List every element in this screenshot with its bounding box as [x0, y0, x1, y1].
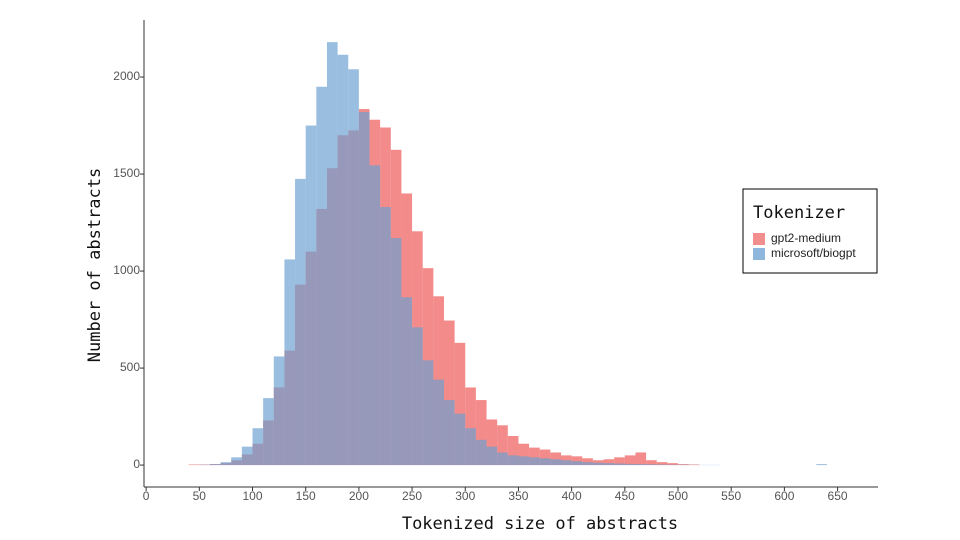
histogram-bar: [688, 464, 700, 466]
x-tick-label: 50: [193, 489, 207, 503]
x-tick-label: 650: [828, 489, 848, 503]
histogram-bar: [390, 238, 402, 466]
histogram-bar: [507, 455, 519, 466]
histogram-bar: [497, 425, 508, 466]
histogram-bar: [518, 456, 530, 466]
histogram-bar: [475, 439, 487, 466]
histogram-bar: [646, 460, 657, 466]
histogram-bar: [550, 459, 561, 466]
y-tick-label: 0: [133, 457, 140, 471]
histogram-bar: [326, 42, 338, 466]
legend-swatch: [753, 233, 765, 245]
x-tick-label: 350: [508, 489, 528, 503]
histogram-bar: [358, 111, 370, 466]
histogram-bar: [635, 452, 647, 466]
histogram-bar: [348, 69, 359, 466]
y-axis-title: Number of abstracts: [85, 168, 105, 362]
histogram-bar: [582, 458, 593, 466]
x-tick-label: 450: [615, 489, 635, 503]
histogram-bar: [592, 462, 604, 466]
histogram-bar: [646, 464, 657, 466]
histogram-bar: [539, 449, 551, 466]
histogram-bar: [433, 379, 444, 466]
x-tick-label: 200: [349, 489, 369, 503]
histogram-bar: [816, 464, 827, 466]
x-tick-label: 150: [296, 489, 316, 503]
histogram-bar: [592, 460, 604, 466]
histogram-bar: [507, 435, 519, 466]
histogram-bar: [486, 419, 498, 466]
histogram-bar: [571, 456, 583, 466]
histogram-bar: [475, 400, 487, 466]
histogram-bar: [231, 457, 242, 466]
x-tick-label: 0: [143, 489, 150, 503]
histogram-bar: [284, 259, 296, 466]
histogram-bar: [220, 462, 232, 466]
histogram-bar: [529, 457, 540, 466]
histogram-bar: [560, 460, 572, 466]
histogram-bar: [337, 54, 349, 466]
histogram-bar: [295, 178, 306, 466]
x-tick-label: 250: [402, 489, 422, 503]
histogram-bar: [443, 320, 455, 466]
histogram-bar: [603, 459, 615, 466]
legend-title: Tokenizer: [753, 203, 845, 223]
x-tick-label: 400: [562, 489, 582, 503]
legend-label: microsoft/biogpt: [771, 246, 856, 260]
histogram-bar: [465, 428, 476, 466]
histogram-bar: [518, 443, 530, 466]
y-tick-label: 500: [120, 360, 140, 374]
histogram-bar: [263, 398, 274, 466]
x-axis-title: Tokenized size of abstracts: [402, 514, 678, 534]
histogram-bar: [316, 86, 327, 466]
histogram-bar: [486, 446, 498, 466]
histogram-bar: [465, 387, 476, 466]
histogram-bar: [614, 463, 625, 466]
histogram-bar: [188, 464, 200, 466]
y-tick-label: 1500: [113, 166, 140, 180]
histogram-bar: [550, 452, 561, 466]
histogram-bar: [454, 342, 466, 466]
x-tick-label: 100: [242, 489, 262, 503]
histogram-bar: [412, 327, 423, 466]
histogram-bar: [380, 207, 391, 466]
histogram-bar: [305, 125, 317, 466]
histogram-bar: [656, 462, 668, 466]
histogram-bar: [209, 464, 221, 466]
histogram-bar: [497, 452, 508, 466]
histogram-bar: [656, 464, 668, 466]
histogram-bar: [443, 400, 455, 466]
histogram-bar: [422, 360, 434, 466]
histogram-bar: [369, 165, 381, 466]
legend-box: [742, 188, 878, 274]
histogram-bar: [678, 464, 689, 466]
x-tick-label: 600: [774, 489, 794, 503]
histogram-bar: [624, 455, 636, 466]
histogram-bar: [614, 457, 625, 466]
histogram-bar: [667, 463, 679, 466]
histogram-bar: [603, 463, 615, 466]
histogram-bar: [273, 356, 285, 466]
legend-label: gpt2-medium: [771, 231, 841, 245]
histogram-bar: [252, 428, 264, 466]
x-tick-label: 300: [455, 489, 475, 503]
histogram-bar: [571, 461, 583, 466]
histogram-bar: [582, 462, 593, 466]
histogram-bar: [635, 464, 647, 466]
x-tick-label: 500: [668, 489, 688, 503]
y-tick-label: 2000: [113, 69, 140, 83]
histogram-bar: [454, 413, 466, 466]
histogram-bar: [529, 447, 540, 466]
legend-swatch: [753, 248, 765, 260]
y-tick-label: 1000: [113, 263, 140, 277]
histogram-bar: [401, 297, 413, 466]
histogram-bar: [624, 463, 636, 466]
histogram-bar: [241, 446, 253, 466]
histogram-bar: [539, 458, 551, 466]
x-tick-label: 550: [721, 489, 741, 503]
